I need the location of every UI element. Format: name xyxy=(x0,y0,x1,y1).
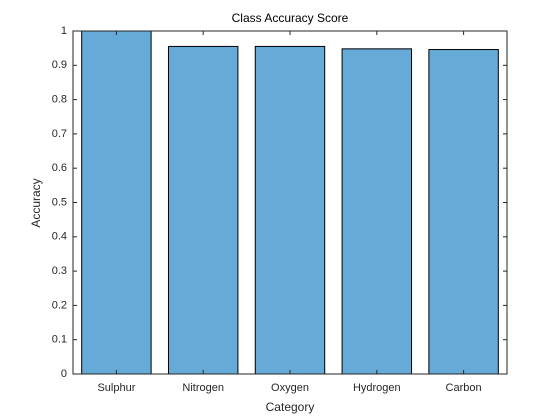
bar xyxy=(341,48,413,375)
y-tick-label: 0.1 xyxy=(52,334,67,346)
x-tick-label: Oxygen xyxy=(271,382,309,394)
y-tick-label: 0.6 xyxy=(52,162,67,174)
y-tick-label: 0 xyxy=(61,368,67,380)
y-tick-label: 1 xyxy=(61,25,67,37)
bar xyxy=(254,45,326,375)
y-tick-label: 0.9 xyxy=(52,59,67,71)
bar xyxy=(428,49,499,375)
y-tick-label: 0.7 xyxy=(52,128,67,140)
bar xyxy=(167,45,239,375)
x-tick-label: Carbon xyxy=(446,382,482,394)
x-tick-label: Sulphur xyxy=(97,382,135,394)
axes-box xyxy=(72,30,508,375)
bar xyxy=(81,30,152,375)
y-axis-label: Accuracy xyxy=(29,178,43,227)
y-tick-label: 0.4 xyxy=(52,231,67,243)
x-axis-label: Category xyxy=(266,400,315,414)
y-tick-label: 0.2 xyxy=(52,299,67,311)
y-tick-label: 0.3 xyxy=(52,265,67,277)
y-tick-label: 0.8 xyxy=(52,94,67,106)
y-tick-label: 0.5 xyxy=(52,196,67,208)
x-tick-label: Nitrogen xyxy=(182,382,224,394)
x-tick-label: Hydrogen xyxy=(353,382,401,394)
chart-title: Class Accuracy Score xyxy=(232,11,349,25)
